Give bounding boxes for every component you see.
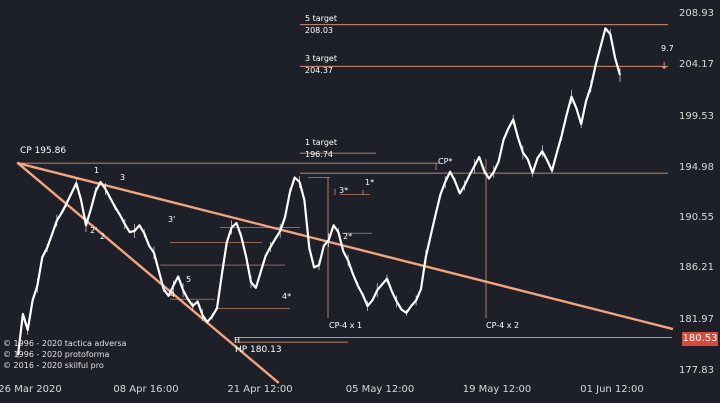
y-tick-label: 194.98 xyxy=(679,162,714,173)
x-tick-label: 19 May 12:00 xyxy=(462,384,532,395)
wave-point-5: 5 xyxy=(186,275,192,284)
wave-point-1: 1 xyxy=(94,166,100,175)
y-tick-label: 186.21 xyxy=(679,262,714,273)
current-price-badge: 180.53 xyxy=(682,332,718,346)
wave-point-1s: 1* xyxy=(365,178,375,187)
h-marker: H xyxy=(234,336,241,345)
ratio-label: 9.7 xyxy=(661,44,674,53)
copyright-line: © 1996 - 2020 protoforma xyxy=(3,350,110,359)
x-tick-label: 08 Apr 16:00 xyxy=(113,384,179,395)
x-tick-label: 01 Jun 12:00 xyxy=(580,384,644,395)
wave-point-2s: 2* xyxy=(343,232,353,241)
cp4x2-label: CP-4 x 2 xyxy=(486,321,520,330)
target-1-label: 1 target xyxy=(305,138,337,147)
x-tick-label: 05 May 12:00 xyxy=(345,384,415,395)
trend-line-upper xyxy=(16,161,674,331)
wave-point-4s: 4* xyxy=(282,292,292,301)
wave-point-4: 4 xyxy=(170,290,176,299)
price-line xyxy=(16,27,622,356)
wave-point-3s: 3* xyxy=(339,186,349,195)
wave-point-3: 3 xyxy=(120,173,126,182)
target-1-value: 196.74 xyxy=(305,150,333,159)
price-series xyxy=(16,27,622,358)
wave-point-2: 2 xyxy=(100,232,106,241)
cp4x1-label: CP-4 x 1 xyxy=(329,321,363,330)
y-tick-label: 177.83 xyxy=(679,365,714,376)
wave-point-3p: 3' xyxy=(168,215,176,224)
y-tick-label: 199.53 xyxy=(679,111,714,122)
target-5-value: 208.03 xyxy=(305,26,333,35)
cp-label: CP 195.86 xyxy=(20,146,67,156)
y-tick-label: 181.97 xyxy=(679,314,714,325)
hp-label: HP 180.13 xyxy=(235,345,282,355)
cp-star-label: CP* xyxy=(438,157,453,166)
arrow-down-icon: ↓ xyxy=(660,61,669,72)
x-tick-label: 21 Apr 12:00 xyxy=(227,384,293,395)
target-lines xyxy=(20,24,672,343)
wave-point-2p: 2' xyxy=(90,226,98,235)
y-tick-label: 204.17 xyxy=(679,59,714,70)
target-5-label: 5 target xyxy=(305,14,337,23)
copyright-line: © 1996 - 2020 tactica adversa xyxy=(3,339,127,348)
x-tick-label: 26 Mar 2020 xyxy=(0,384,62,395)
y-tick-label: 190.55 xyxy=(679,212,714,223)
copyright-line: © 2016 - 2020 skilful pro xyxy=(3,361,104,370)
trend-line-lower xyxy=(16,161,280,384)
target-3-value: 204.37 xyxy=(305,66,333,75)
trend-lines xyxy=(16,161,674,384)
y-tick-label: 208.93 xyxy=(679,8,714,19)
target-3-label: 3 target xyxy=(305,54,337,63)
